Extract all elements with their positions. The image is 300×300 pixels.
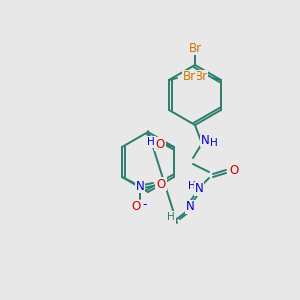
Text: O: O [131, 200, 141, 214]
Text: O: O [155, 137, 165, 151]
Text: -: - [143, 199, 147, 212]
Text: H: H [210, 138, 218, 148]
Text: Br: Br [194, 70, 208, 83]
Text: N: N [201, 134, 209, 146]
Text: O: O [230, 164, 238, 178]
Text: O: O [156, 178, 166, 190]
Text: H: H [188, 181, 196, 191]
Text: H: H [147, 137, 155, 147]
Text: N: N [195, 182, 203, 196]
Text: N: N [136, 179, 144, 193]
Text: Br: Br [188, 41, 202, 55]
Text: H: H [167, 212, 175, 222]
Text: Br: Br [182, 70, 196, 83]
Text: N: N [186, 200, 194, 214]
